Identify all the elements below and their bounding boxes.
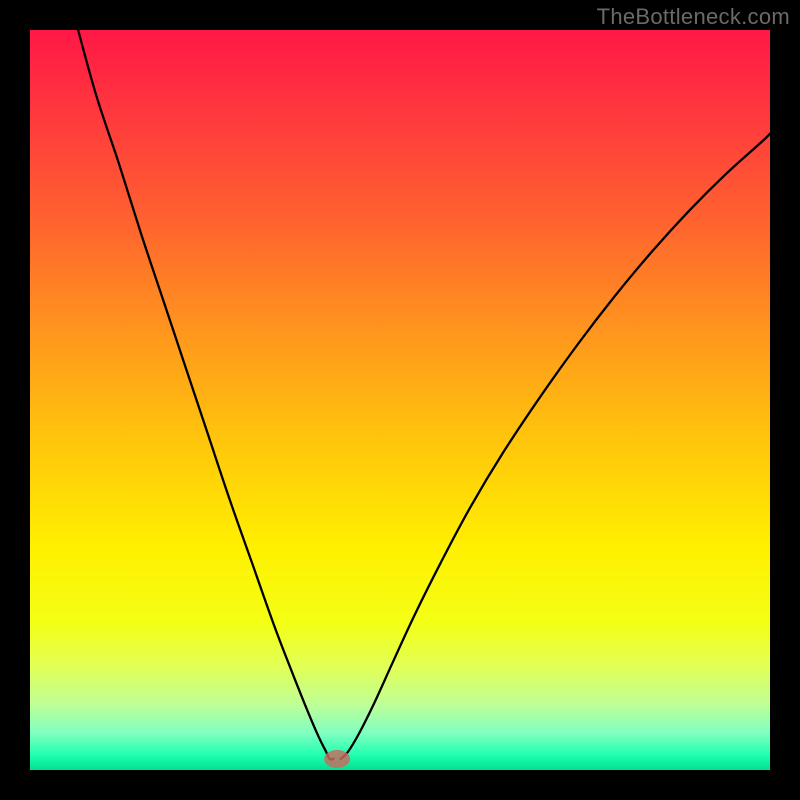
- plot-svg: [30, 30, 770, 770]
- watermark-text: TheBottleneck.com: [597, 4, 790, 30]
- chart-frame: TheBottleneck.com: [0, 0, 800, 800]
- minimum-marker: [324, 750, 350, 768]
- gradient-background: [30, 30, 770, 770]
- plot-area: [30, 30, 770, 770]
